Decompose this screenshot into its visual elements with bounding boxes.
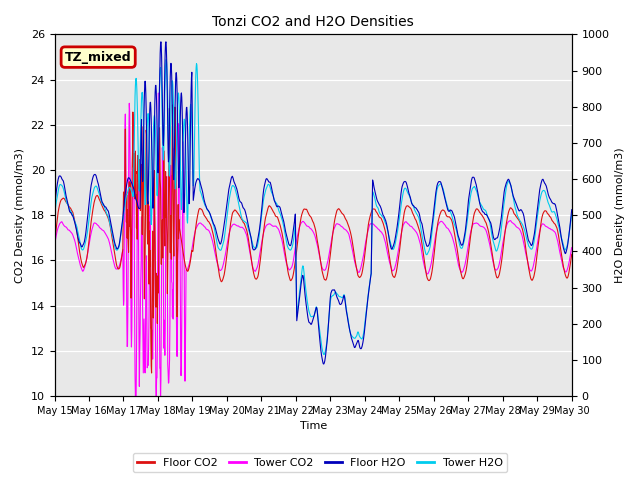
Tower CO2 [568,245,575,251]
Line: Tower H2O: Tower H2O [54,60,572,355]
Tower CO2 [224,235,232,241]
Tower CO2 [153,375,161,381]
Text: TZ_mixed: TZ_mixed [65,50,131,64]
Tower H2O [461,232,469,238]
Tower H2O [568,212,575,217]
Line: Floor CO2: Floor CO2 [54,105,572,373]
Floor CO2 [394,260,402,265]
Line: Floor H2O: Floor H2O [54,42,572,364]
Tower CO2 [461,260,469,266]
Floor H2O [153,118,161,124]
Title: Tonzi CO2 and H2O Densities: Tonzi CO2 and H2O Densities [212,15,414,29]
Tower H2O [163,57,170,62]
Floor H2O [394,219,402,225]
Floor H2O [568,207,575,213]
Floor H2O [166,90,173,96]
Floor CO2 [166,224,173,229]
Tower H2O [320,352,328,358]
Tower CO2 [394,251,402,257]
Floor H2O [157,39,164,45]
Tower H2O [394,227,402,233]
Floor H2O [51,201,58,207]
Tower H2O [224,207,232,213]
Floor CO2 [507,205,515,211]
Tower CO2 [166,257,174,263]
Y-axis label: CO2 Density (mmol/m3): CO2 Density (mmol/m3) [15,148,25,283]
Tower H2O [507,183,515,189]
Line: Tower CO2: Tower CO2 [54,93,572,396]
Tower CO2 [154,90,162,96]
Tower H2O [51,209,58,215]
Floor CO2 [461,271,469,277]
Tower CO2 [51,242,58,248]
Floor CO2 [51,239,58,245]
Tower H2O [153,192,161,197]
Floor H2O [461,228,469,234]
Floor H2O [507,183,515,189]
X-axis label: Time: Time [300,421,327,432]
Floor CO2 [224,240,232,246]
Y-axis label: H2O Density (mmol/m3): H2O Density (mmol/m3) [615,147,625,283]
Legend: Floor CO2, Tower CO2, Floor H2O, Tower H2O: Floor CO2, Tower CO2, Floor H2O, Tower H… [133,453,507,472]
Tower CO2 [157,393,164,399]
Tower H2O [166,163,173,168]
Floor CO2 [148,370,156,376]
Floor CO2 [154,321,161,326]
Floor H2O [320,361,328,367]
Floor CO2 [568,252,575,257]
Floor H2O [224,194,232,200]
Tower CO2 [507,218,515,224]
Floor CO2 [168,102,176,108]
